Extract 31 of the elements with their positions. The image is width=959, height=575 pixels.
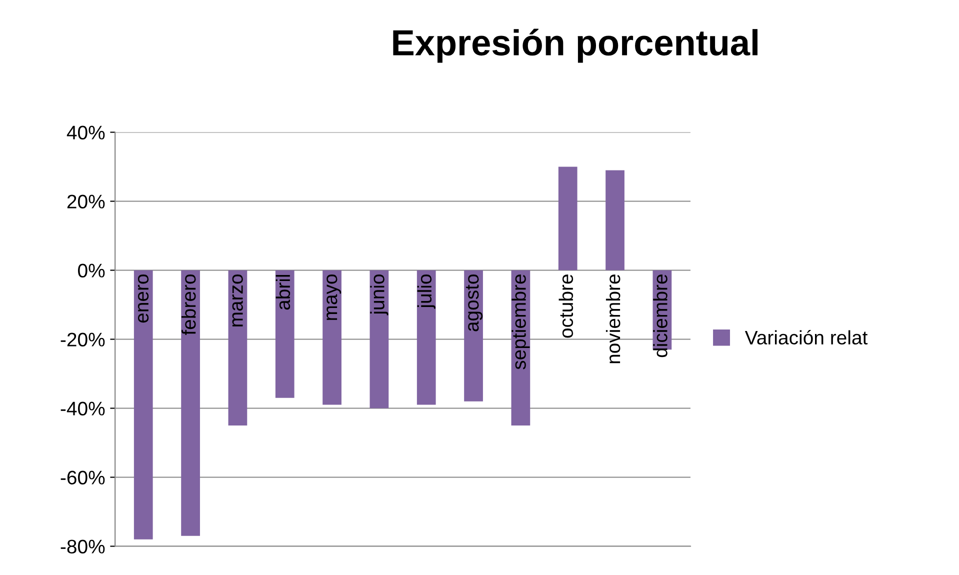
x-tick-label: septiembre: [512, 274, 530, 370]
x-tick-label: abril: [276, 275, 290, 310]
y-tick-label: -60%: [60, 470, 105, 484]
y-tick-label: -40%: [60, 402, 105, 416]
bar: [275, 270, 294, 398]
bar: [134, 270, 153, 540]
y-tick-label: 40%: [66, 126, 105, 140]
bar: [181, 270, 200, 536]
x-tick-label: febrero: [181, 274, 196, 336]
y-tick-label: -80%: [60, 540, 105, 554]
bar: [558, 166, 578, 270]
x-tick-label: agosto: [466, 274, 483, 332]
bar: [606, 170, 624, 270]
legend-label: Variación relat: [744, 330, 868, 345]
chart-title: Expresión porcentual: [393, 28, 758, 63]
bar: [322, 270, 342, 405]
y-tick-label: -20%: [60, 332, 105, 346]
x-tick-label: enero: [138, 274, 149, 323]
x-tick-label: diciembre: [653, 274, 668, 358]
x-tick-label: octubre: [558, 274, 574, 338]
x-tick-label: julio: [417, 274, 436, 309]
y-tick-label: 0%: [78, 264, 105, 278]
x-tick-label: noviembre: [606, 274, 620, 364]
bar: [416, 270, 436, 405]
bar: [464, 270, 483, 402]
bar: [370, 270, 389, 408]
y-tick-label: 20%: [67, 194, 105, 208]
bar: [228, 270, 248, 426]
x-tick-label: junio: [370, 274, 388, 316]
x-tick-label: mayo: [326, 274, 342, 320]
x-tick-label: marzo: [232, 274, 243, 326]
